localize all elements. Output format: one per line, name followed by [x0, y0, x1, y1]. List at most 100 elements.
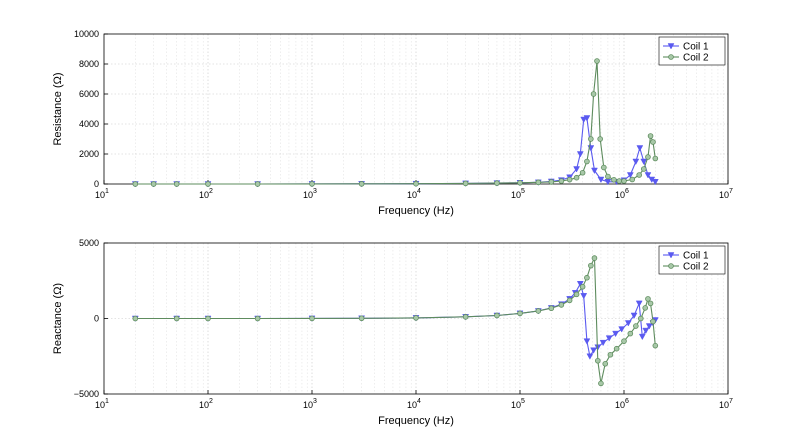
- data-point: [651, 179, 659, 186]
- data-point: [624, 320, 632, 327]
- x-tick-label: 105: [511, 188, 525, 200]
- data-point: [573, 166, 581, 173]
- legend-label: Coil 2: [683, 53, 709, 64]
- data-point: [591, 167, 598, 175]
- data-point: [413, 315, 419, 321]
- data-point: [150, 181, 157, 187]
- data-point: [576, 151, 584, 158]
- data-point: [595, 357, 601, 364]
- chart-1: 101 102 103 104 105 106 1070200040006000800010…: [52, 29, 733, 217]
- x-tick-exponent: 7: [729, 188, 733, 195]
- data-point: [640, 158, 648, 166]
- x-tick-exponent: 6: [625, 188, 629, 195]
- data-point: [580, 293, 588, 300]
- data-point: [642, 305, 649, 311]
- y-tick-label: 4000: [79, 119, 99, 129]
- data-point: [605, 173, 611, 180]
- data-point: [548, 305, 555, 312]
- x-tick-label: 107: [719, 398, 733, 410]
- data-point: [636, 145, 644, 152]
- x-tick-base: 10: [303, 400, 313, 410]
- data-point: [548, 179, 555, 185]
- data-point: [650, 139, 656, 145]
- x-tick-base: 10: [719, 400, 729, 410]
- data-point: [590, 347, 598, 354]
- x-tick-base: 10: [615, 190, 625, 200]
- data-point: [566, 176, 573, 183]
- data-point: [594, 58, 600, 64]
- data-point: [590, 91, 597, 97]
- y-tick-label: 2000: [79, 149, 99, 159]
- data-point: [309, 315, 315, 322]
- data-point: [636, 172, 642, 178]
- x-tick-base: 10: [95, 400, 105, 410]
- x-tick-exponent: 1: [105, 398, 109, 405]
- legend-label: Coil 1: [683, 251, 709, 262]
- x-tick-exponent: 6: [625, 398, 629, 405]
- data-point: [601, 164, 607, 171]
- data-point: [645, 296, 651, 302]
- y-tick-label: 8000: [79, 59, 99, 69]
- data-point: [462, 180, 469, 187]
- x-tick-label: 104: [407, 398, 421, 410]
- data-point: [633, 323, 639, 329]
- data-point: [517, 310, 523, 317]
- x-tick-base: 10: [199, 400, 209, 410]
- data-point: [618, 326, 626, 333]
- data-point: [588, 262, 594, 269]
- data-point: [599, 339, 607, 347]
- data-point: [566, 297, 573, 304]
- chart-2: 101 102 103 104 105 106 107−500005000Frequency…: [52, 238, 733, 427]
- legend-label: Coil 2: [683, 262, 709, 273]
- x-tick-exponent: 2: [209, 398, 213, 405]
- data-point: [597, 136, 603, 142]
- x-axis-label: Frequency (Hz): [378, 205, 454, 217]
- data-point: [586, 353, 594, 360]
- x-tick-base: 10: [95, 190, 105, 200]
- y-tick-label: 6000: [79, 89, 99, 99]
- x-tick-exponent: 5: [521, 188, 525, 195]
- x-tick-exponent: 3: [313, 188, 317, 195]
- data-point: [173, 315, 180, 322]
- data-point: [647, 133, 654, 139]
- series-coil-2: [132, 58, 659, 187]
- x-axis-label: Frequency (Hz): [378, 415, 454, 427]
- data-point: [584, 274, 590, 281]
- data-point: [173, 181, 180, 187]
- legend-entry: Coil 2: [663, 53, 709, 64]
- data-point: [647, 300, 654, 307]
- data-point: [613, 345, 620, 352]
- data-point: [494, 312, 500, 319]
- data-point: [645, 323, 653, 330]
- data-point: [652, 155, 659, 162]
- legend-box: [658, 36, 726, 66]
- data-point: [638, 333, 646, 341]
- data-point: [645, 154, 651, 160]
- data-point: [650, 318, 656, 325]
- x-tick-exponent: 4: [417, 398, 421, 405]
- data-point: [583, 115, 591, 122]
- x-tick-base: 10: [407, 400, 417, 410]
- data-point: [598, 380, 604, 387]
- data-point: [640, 166, 647, 172]
- data-point: [579, 169, 586, 176]
- data-point: [358, 181, 365, 187]
- data-point: [635, 300, 643, 307]
- data-point: [254, 181, 261, 187]
- data-point: [132, 315, 139, 322]
- data-point: [573, 291, 580, 298]
- data-point: [612, 330, 620, 338]
- data-point: [644, 172, 652, 179]
- x-tick-base: 10: [615, 400, 625, 410]
- data-point: [558, 178, 565, 184]
- x-tick-base: 10: [199, 190, 209, 200]
- x-tick-exponent: 3: [313, 398, 317, 405]
- data-point: [462, 314, 469, 320]
- y-axis-label: Resistance (Ω): [52, 72, 64, 145]
- x-tick-label: 107: [719, 188, 733, 200]
- x-tick-label: 103: [303, 188, 317, 200]
- data-point: [358, 315, 365, 322]
- y-tick-label: 5000: [79, 238, 99, 248]
- x-tick-exponent: 7: [729, 398, 733, 405]
